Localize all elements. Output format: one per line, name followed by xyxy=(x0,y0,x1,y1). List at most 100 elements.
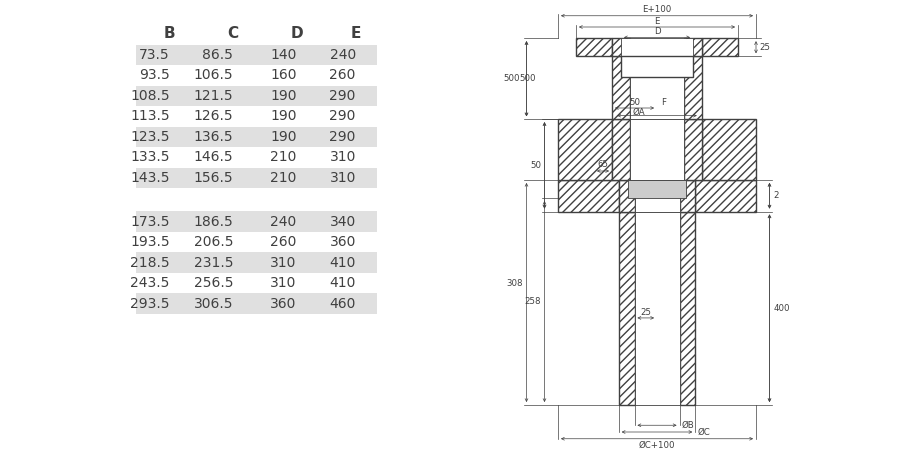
Bar xyxy=(612,38,630,56)
Text: D: D xyxy=(291,26,303,41)
Text: 310: 310 xyxy=(270,256,297,270)
Text: E+100: E+100 xyxy=(643,5,671,14)
Bar xyxy=(684,56,702,119)
Bar xyxy=(630,119,684,180)
Text: 231.5: 231.5 xyxy=(194,256,233,270)
Text: 25: 25 xyxy=(640,308,652,317)
Text: 256.5: 256.5 xyxy=(194,276,233,290)
Bar xyxy=(621,56,693,76)
Text: 190: 190 xyxy=(270,109,297,123)
Text: 410: 410 xyxy=(329,256,356,270)
Text: 193.5: 193.5 xyxy=(130,235,170,249)
Text: 340: 340 xyxy=(329,215,356,229)
Text: 206.5: 206.5 xyxy=(194,235,233,249)
Text: 310: 310 xyxy=(329,171,356,185)
Text: 133.5: 133.5 xyxy=(130,150,170,164)
Text: 2: 2 xyxy=(773,191,778,200)
Text: 113.5: 113.5 xyxy=(130,109,170,123)
Bar xyxy=(684,38,702,56)
Text: 258: 258 xyxy=(525,297,541,306)
Text: 360: 360 xyxy=(329,235,356,249)
Text: 460: 460 xyxy=(329,297,356,310)
Text: 290: 290 xyxy=(329,109,356,123)
Text: 136.5: 136.5 xyxy=(194,130,233,144)
Bar xyxy=(628,180,686,198)
Bar xyxy=(136,167,377,188)
Text: 25: 25 xyxy=(760,43,770,52)
Bar xyxy=(619,180,634,211)
Bar xyxy=(136,45,377,65)
Text: D: D xyxy=(653,27,661,36)
Text: 50: 50 xyxy=(530,161,541,170)
Text: 160: 160 xyxy=(270,68,297,82)
Text: 140: 140 xyxy=(270,48,297,62)
Bar xyxy=(680,180,695,211)
Text: 73.5: 73.5 xyxy=(140,48,170,62)
Text: 106.5: 106.5 xyxy=(194,68,233,82)
Bar xyxy=(684,119,702,180)
Text: 260: 260 xyxy=(329,68,356,82)
Bar xyxy=(680,212,695,405)
Text: 65: 65 xyxy=(598,160,608,169)
Text: 240: 240 xyxy=(329,48,356,62)
Bar xyxy=(630,56,684,119)
Text: 93.5: 93.5 xyxy=(139,68,170,82)
Text: 306.5: 306.5 xyxy=(194,297,233,310)
Text: 186.5: 186.5 xyxy=(194,215,233,229)
Bar xyxy=(136,126,377,147)
Bar xyxy=(702,38,738,56)
Text: 410: 410 xyxy=(329,276,356,290)
Text: ØA: ØA xyxy=(632,108,645,117)
Text: 310: 310 xyxy=(270,276,297,290)
Text: 400: 400 xyxy=(773,304,789,313)
Text: 243.5: 243.5 xyxy=(130,276,170,290)
Text: ØB: ØB xyxy=(682,421,695,430)
Text: 290: 290 xyxy=(329,89,356,103)
Text: 146.5: 146.5 xyxy=(194,150,233,164)
Text: 210: 210 xyxy=(270,150,297,164)
Text: F: F xyxy=(662,98,667,107)
Text: 290: 290 xyxy=(329,130,356,144)
Bar xyxy=(136,252,377,273)
Bar xyxy=(634,180,680,211)
Bar xyxy=(621,38,693,56)
Text: E: E xyxy=(351,26,361,41)
Text: 156.5: 156.5 xyxy=(194,171,233,185)
Bar xyxy=(612,119,630,180)
Text: 293.5: 293.5 xyxy=(130,297,170,310)
Text: 500: 500 xyxy=(503,74,520,83)
Text: 240: 240 xyxy=(270,215,297,229)
Bar xyxy=(612,56,630,119)
Bar xyxy=(634,212,680,405)
Bar xyxy=(136,212,377,232)
Text: 218.5: 218.5 xyxy=(130,256,170,270)
Bar xyxy=(136,293,377,314)
Text: C: C xyxy=(228,26,238,41)
Bar xyxy=(695,180,756,211)
Text: 210: 210 xyxy=(270,171,297,185)
Text: 173.5: 173.5 xyxy=(130,215,170,229)
Text: 360: 360 xyxy=(270,297,297,310)
Bar xyxy=(558,119,612,180)
Text: 308: 308 xyxy=(507,279,523,288)
Text: 123.5: 123.5 xyxy=(130,130,170,144)
Bar xyxy=(558,180,619,211)
Text: E: E xyxy=(654,17,660,26)
Bar xyxy=(136,86,377,106)
Bar xyxy=(619,212,634,405)
Text: B: B xyxy=(164,26,176,41)
Text: ØC+100: ØC+100 xyxy=(639,441,675,450)
Text: 500: 500 xyxy=(520,74,536,83)
Text: 260: 260 xyxy=(270,235,297,249)
Text: 121.5: 121.5 xyxy=(194,89,233,103)
Text: 50: 50 xyxy=(629,98,640,107)
Text: 108.5: 108.5 xyxy=(130,89,170,103)
Bar xyxy=(576,38,612,56)
Text: 126.5: 126.5 xyxy=(194,109,233,123)
Text: 190: 190 xyxy=(270,89,297,103)
Text: 143.5: 143.5 xyxy=(130,171,170,185)
Text: 190: 190 xyxy=(270,130,297,144)
Text: ØC: ØC xyxy=(698,428,710,436)
Bar xyxy=(702,119,756,180)
Text: 310: 310 xyxy=(329,150,356,164)
